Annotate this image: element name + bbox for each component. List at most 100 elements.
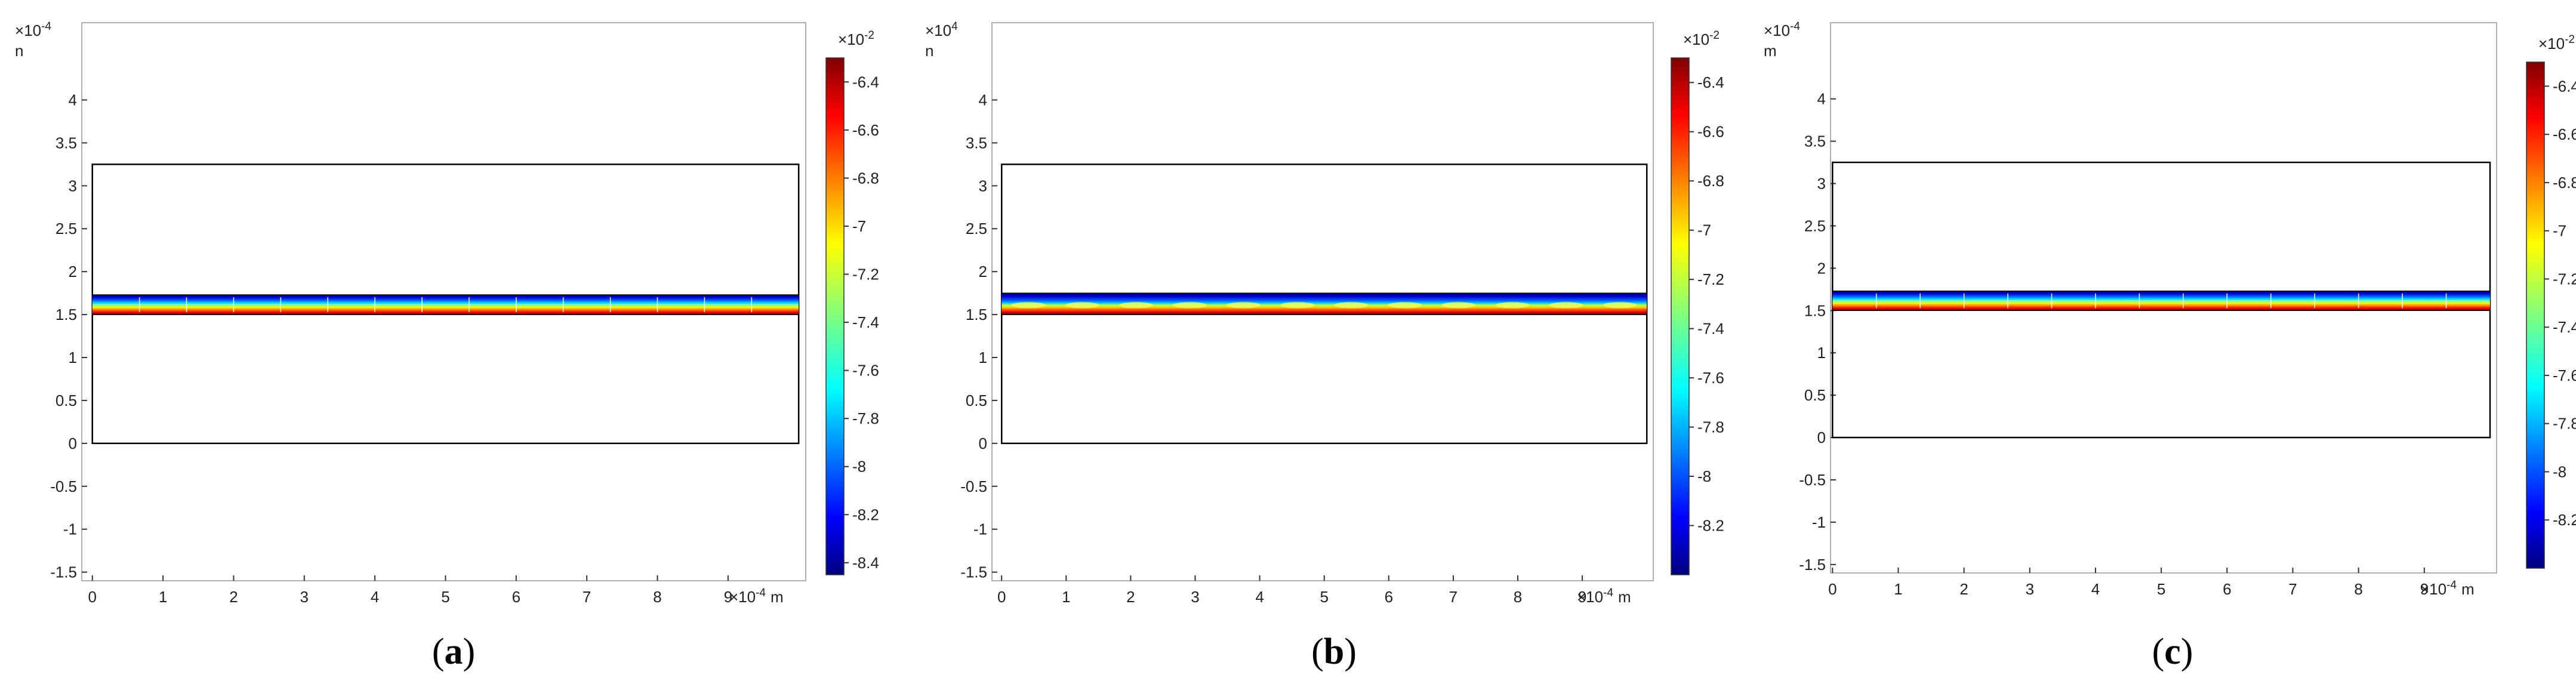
- x-tick-label: 0: [997, 588, 1006, 606]
- y-tick-label: 0: [979, 435, 987, 452]
- band-highlight: [1603, 302, 1637, 309]
- y-tick-label: 3.5: [1804, 132, 1826, 150]
- y-tick-label: 0.5: [966, 392, 987, 409]
- colorbar-tick-label: -6.6: [1697, 123, 1724, 141]
- y-tick-label: -1: [973, 520, 987, 538]
- x-tick-label: 4: [371, 588, 379, 606]
- y-tick-label: 2.5: [56, 220, 77, 238]
- y-tick-label: 1.5: [56, 306, 77, 323]
- colorbar-tick-label: -7.6: [852, 362, 879, 380]
- field-band: [1832, 291, 2490, 311]
- band-highlight: [1549, 302, 1583, 309]
- x-tick-label: 7: [1449, 588, 1458, 606]
- x-exponent-power: -4: [2446, 579, 2457, 591]
- colorbar-tick-label: -7.4: [1697, 320, 1724, 338]
- y-exponent-base: ×10: [15, 21, 41, 39]
- colorbar-tick-label: -7: [852, 217, 866, 235]
- colorbar-tick-label: -7.8: [1697, 418, 1724, 436]
- panel-caption: (a): [432, 631, 475, 672]
- colorbar-tick-label: -7: [1697, 221, 1711, 239]
- colorbar-tick-label: -6.4: [1697, 73, 1724, 91]
- y-unit-label: n: [15, 42, 23, 60]
- x-tick-label: 7: [2288, 580, 2297, 598]
- x-exponent-base: ×10: [729, 588, 756, 606]
- y-tick-label: -1: [1812, 513, 1826, 531]
- x-tick-label: 9: [1578, 588, 1586, 606]
- y-tick-label: 2.5: [1804, 217, 1826, 235]
- panel-a: -1.5-1-0.500.511.522.533.540 1 2 3 4 5 6 7 8 9×10…: [15, 20, 879, 672]
- y-tick-label: 3: [979, 177, 987, 195]
- y-tick-label: 4: [979, 91, 987, 109]
- y-exponent-power: -4: [41, 20, 51, 33]
- y-tick-label: -1.5: [960, 563, 987, 581]
- y-unit-label: n: [925, 42, 933, 60]
- colorbar-exponent-power: -2: [2565, 33, 2575, 46]
- y-tick-label: 3.5: [966, 134, 987, 152]
- colorbar-tick-label: -6.8: [2553, 174, 2576, 192]
- y-tick-label: 1: [69, 349, 77, 366]
- band-highlight: [1118, 302, 1154, 309]
- y-tick-label: 0: [69, 435, 77, 452]
- x-exponent-power: -4: [1603, 587, 1613, 599]
- colorbar: [2526, 61, 2545, 569]
- y-exponent-label: ×10-4: [15, 20, 51, 39]
- colorbar-tick-label: -8.2: [852, 506, 879, 523]
- y-unit-label: m: [1764, 42, 1777, 60]
- x-tick-label: 6: [1385, 588, 1393, 606]
- y-tick-label: 4: [69, 91, 77, 109]
- field-band: [92, 294, 799, 315]
- colorbar-exponent-base: ×10: [2538, 35, 2565, 53]
- colorbar-tick-label: -7.6: [2553, 366, 2576, 384]
- colorbar-tick-label: -6.6: [2553, 125, 2576, 143]
- x-tick-label: 0: [88, 588, 97, 606]
- x-tick-label: 0: [1828, 580, 1837, 598]
- y-tick-label: -0.5: [960, 477, 987, 495]
- y-tick-label: 2.5: [966, 220, 987, 238]
- x-tick-label: 1: [1062, 588, 1070, 606]
- x-tick-label: 6: [2223, 580, 2231, 598]
- colorbar-tick-label: -7.4: [2553, 318, 2576, 336]
- band-highlight: [1495, 302, 1530, 309]
- x-tick-label: 3: [300, 588, 309, 606]
- colorbar-tick-label: -7.2: [2553, 270, 2576, 288]
- y-exponent-label: ×10-4: [1764, 20, 1800, 39]
- y-tick-label: -0.5: [50, 477, 77, 495]
- x-tick-label: 8: [653, 588, 661, 606]
- colorbar-tick-label: -7.2: [1697, 270, 1724, 288]
- colorbar-exponent-power: -2: [864, 29, 874, 42]
- x-exponent-label: ×10-4 m: [1577, 587, 1631, 606]
- y-tick-label: 3: [1817, 175, 1826, 193]
- colorbar-exponent-label: ×10-2: [838, 29, 874, 48]
- colorbar-tick-label: -8.2: [1697, 517, 1724, 535]
- x-tick-label: 6: [512, 588, 520, 606]
- x-exponent-label: ×10-4 m: [729, 587, 784, 606]
- x-unit-label: m: [2461, 580, 2475, 598]
- x-tick-label: 2: [1126, 588, 1135, 606]
- x-tick-label: 2: [1959, 580, 1968, 598]
- x-tick-label: 9: [724, 588, 732, 606]
- colorbar-exponent-base: ×10: [1683, 30, 1709, 48]
- x-tick-label: 5: [441, 588, 449, 606]
- colorbar-tick-label: -6.8: [1697, 172, 1724, 190]
- y-tick-label: 2: [1817, 259, 1826, 277]
- x-tick-label: 4: [1255, 588, 1264, 606]
- band-highlight: [1441, 302, 1476, 309]
- y-tick-label: -1.5: [1799, 556, 1826, 574]
- y-tick-label: 2: [979, 263, 987, 281]
- colorbar-tick-label: -7.8: [2553, 415, 2576, 433]
- y-tick-label: 1: [979, 349, 987, 366]
- y-exponent-base: ×10: [1764, 21, 1790, 39]
- colorbar-tick-label: -6.4: [852, 73, 879, 91]
- colorbar-tick-label: -7.4: [852, 313, 879, 331]
- colorbar-tick-label: -8.4: [852, 554, 879, 572]
- y-tick-label: 1.5: [1804, 301, 1826, 319]
- y-tick-label: 0: [1817, 429, 1826, 446]
- field-band: [1002, 293, 1647, 315]
- colorbar: [825, 57, 845, 575]
- colorbar-exponent-label: ×10-2: [2538, 33, 2575, 53]
- colorbar-tick-label: -8: [1697, 467, 1711, 485]
- colorbar-tick-label: -6.4: [2553, 77, 2576, 95]
- colorbar-tick-label: -7.6: [1697, 369, 1724, 387]
- x-tick-label: 5: [1320, 588, 1328, 606]
